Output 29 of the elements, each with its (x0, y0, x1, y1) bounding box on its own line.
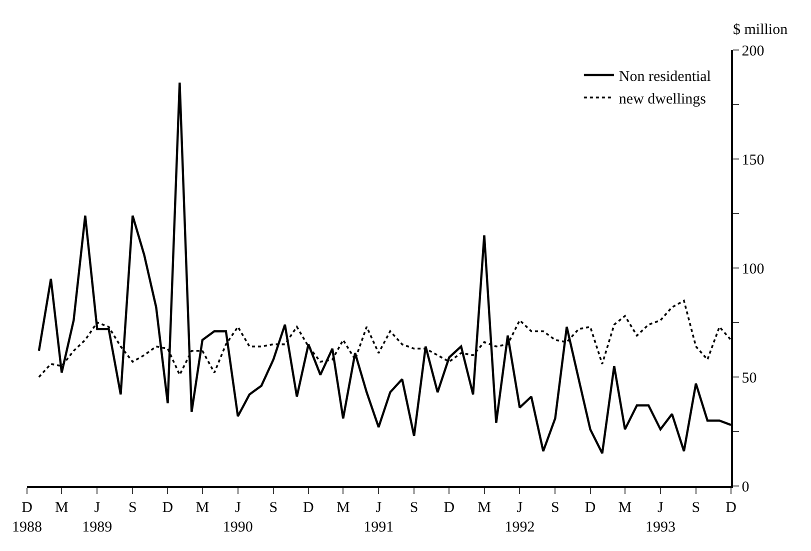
x-tick-label: S (692, 500, 700, 516)
legend-label: Non residential (618, 68, 711, 85)
x-tick-label: J 1989 (82, 500, 112, 536)
x-tick-label: S (128, 500, 137, 516)
x-tick-label: D (726, 500, 737, 516)
x-tick-label: S (410, 500, 418, 516)
x-tick-label: D (303, 500, 314, 516)
x-tick-label: J 1993 (645, 500, 676, 536)
x-tick-label: S (551, 500, 560, 516)
x-tick-label: D (162, 500, 174, 516)
x-tick-label: J 1990 (222, 500, 253, 536)
x-tick-label: M (478, 500, 491, 516)
y-axis-title: $ million (733, 22, 788, 38)
legend-label: new dwellings (618, 91, 706, 108)
x-tick-label: D (584, 500, 596, 516)
y-tick-label: 200 (742, 43, 764, 60)
y-tick-label: 0 (742, 479, 750, 496)
x-tick-label: J 1992 (504, 500, 535, 536)
x-tick-label: J 1991 (364, 500, 394, 536)
x-tick-label: S (269, 500, 278, 516)
y-tick-label: 150 (742, 152, 764, 168)
x-tick-label: D (444, 500, 455, 516)
x-tick-label: M (55, 500, 68, 516)
x-tick-label: D 1988 (12, 500, 42, 536)
y-tick-label: 50 (742, 370, 757, 386)
x-tick-label: M (618, 500, 632, 516)
x-tick-label: M (196, 500, 210, 516)
y-tick-label: 100 (742, 261, 764, 278)
x-tick-label: M (336, 500, 350, 516)
